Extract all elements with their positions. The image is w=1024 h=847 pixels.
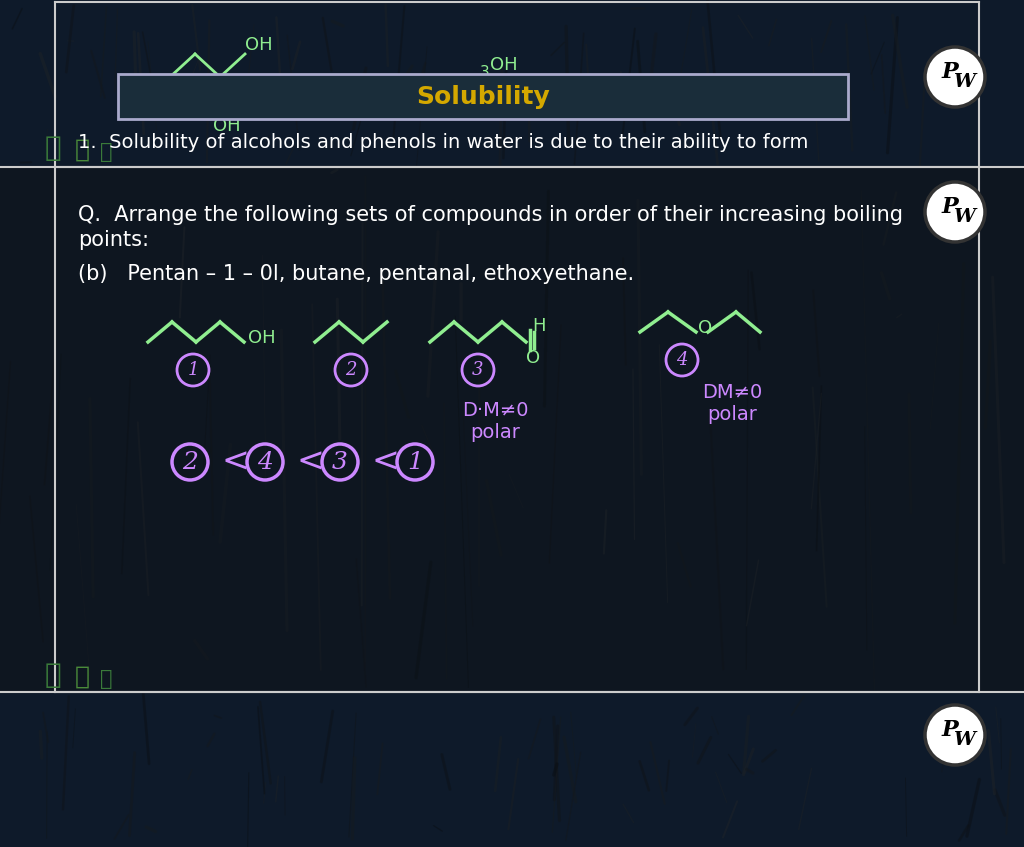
Text: Q.  Arrange the following sets of compounds in order of their increasing boiling: Q. Arrange the following sets of compoun… (78, 205, 903, 225)
Text: 1.  Solubility of alcohols and phenols in water is due to their ability to form: 1. Solubility of alcohols and phenols in… (78, 132, 808, 152)
Text: OH: OH (490, 56, 517, 74)
Text: 1: 1 (187, 361, 199, 379)
Text: <: < (371, 446, 399, 479)
Text: W: W (953, 208, 975, 226)
Text: 2: 2 (345, 361, 356, 379)
Text: P: P (942, 61, 958, 83)
Circle shape (925, 47, 985, 107)
Text: DM≠0: DM≠0 (701, 383, 762, 401)
Bar (0, 0, 1024, 167)
Bar (0, 167, 1024, 692)
Text: W: W (953, 731, 975, 749)
Text: <: < (221, 446, 249, 479)
Text: P: P (942, 719, 958, 741)
Text: OH: OH (248, 329, 275, 347)
Text: 4: 4 (676, 351, 688, 369)
Text: 3: 3 (332, 451, 348, 473)
Text: 🌿: 🌿 (45, 134, 61, 162)
Text: 2: 2 (182, 451, 198, 473)
Text: 3: 3 (480, 64, 489, 80)
Text: 🌿: 🌿 (75, 138, 90, 162)
Circle shape (925, 705, 985, 765)
Text: 3: 3 (472, 361, 483, 379)
Text: O: O (698, 319, 712, 337)
Text: 🌿: 🌿 (100, 669, 113, 689)
Text: 🌿: 🌿 (45, 661, 61, 689)
Text: 1: 1 (408, 451, 423, 473)
Text: OH: OH (213, 117, 241, 135)
Text: D·M≠0: D·M≠0 (462, 401, 528, 419)
Text: Solubility: Solubility (416, 85, 550, 109)
Text: (b)   Pentan – 1 – 0l, butane, pentanal, ethoxyethane.: (b) Pentan – 1 – 0l, butane, pentanal, e… (78, 264, 634, 284)
Text: 🌿: 🌿 (100, 142, 113, 162)
Text: OH: OH (245, 36, 272, 54)
Text: polar: polar (470, 423, 520, 441)
FancyBboxPatch shape (118, 74, 848, 119)
Text: polar: polar (707, 405, 757, 424)
Text: 4: 4 (257, 451, 273, 473)
Text: <: < (296, 446, 324, 479)
Text: O: O (526, 349, 540, 367)
Text: 🌿: 🌿 (75, 665, 90, 689)
Text: P: P (942, 196, 958, 218)
Text: points:: points: (78, 230, 150, 250)
Text: H: H (532, 317, 546, 335)
Bar (0, 692, 1024, 847)
Text: W: W (953, 73, 975, 91)
Circle shape (925, 182, 985, 242)
